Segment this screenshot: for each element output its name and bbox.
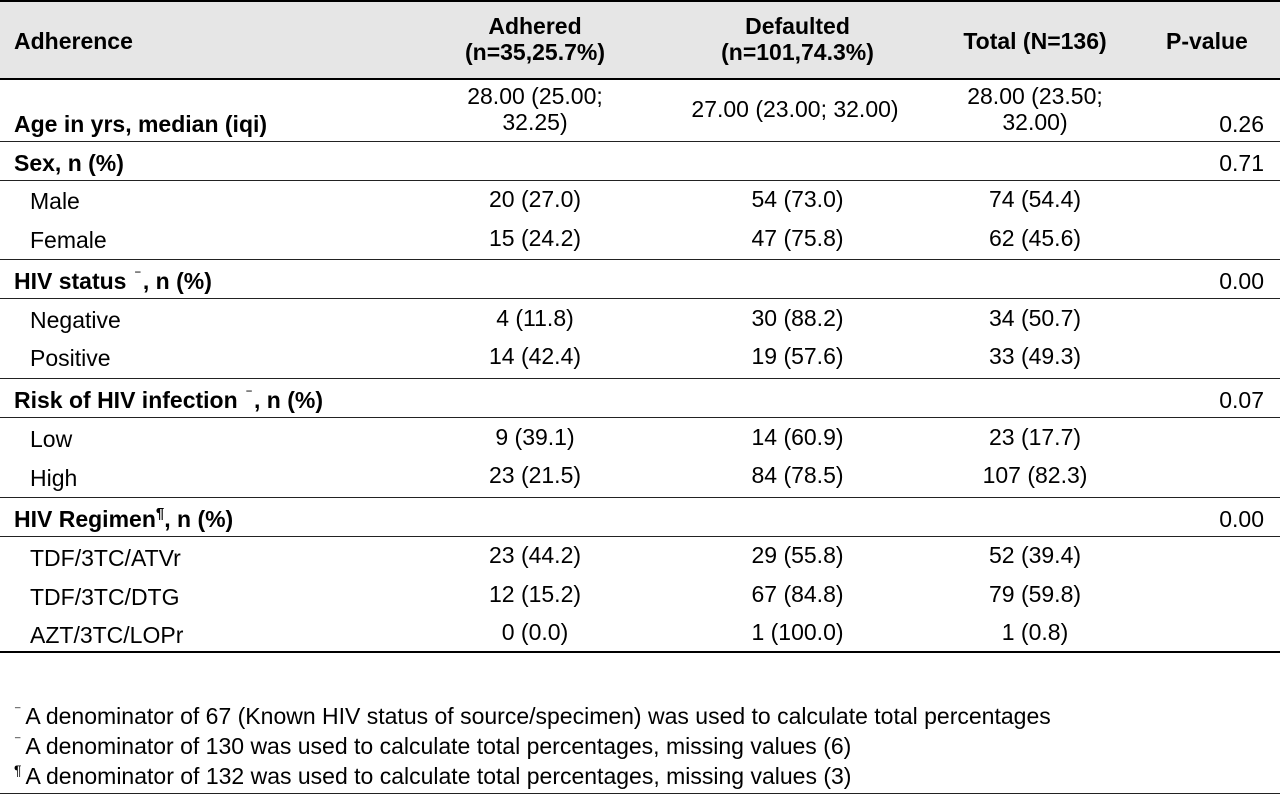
row-label: Negative	[30, 307, 121, 333]
cell-total: 23 (17.7)	[988, 424, 1082, 450]
bottom-rule	[0, 651, 1280, 653]
hiv-status-pvalue: 0.00	[1219, 268, 1264, 294]
cell-total: 1 (0.8)	[1001, 619, 1069, 645]
risk-pvalue: 0.07	[1219, 387, 1264, 413]
row-label: Female	[30, 227, 107, 253]
regimen-label: HIV Regimen¶, n (%)	[14, 505, 234, 532]
footnote-mark: ⁻	[245, 385, 253, 401]
row-rule	[0, 298, 1280, 299]
cell-adhered: 9 (39.1)	[495, 424, 575, 450]
row-label: Male	[30, 188, 80, 214]
row-rule	[0, 180, 1280, 181]
cell-adhered: 15 (24.2)	[488, 225, 582, 251]
row-rule	[0, 378, 1280, 379]
sex-label: Sex, n (%)	[14, 150, 124, 176]
top-rule	[0, 0, 1280, 2]
age-defaulted: 27.00 (23.00; 32.00)	[691, 96, 899, 122]
cell-total: 34 (50.7)	[988, 305, 1082, 331]
header-adhered: Adhered (n=35,25.7%)	[465, 13, 605, 65]
cell-defaulted: 19 (57.6)	[751, 343, 844, 369]
cell-defaulted: 14 (60.9)	[751, 424, 844, 450]
row-rule	[0, 259, 1280, 260]
row-label: Positive	[30, 345, 111, 371]
cell-total: 107 (82.3)	[982, 462, 1088, 488]
header-total: Total (N=136)	[963, 28, 1107, 54]
hiv-status-label: HIV status ⁻, n (%)	[14, 266, 212, 297]
cell-total: 52 (39.4)	[988, 542, 1082, 568]
header-adherence: Adherence	[14, 28, 133, 54]
risk-label: Risk of HIV infection ⁻, n (%)	[14, 385, 323, 416]
regimen-pvalue: 0.00	[1219, 506, 1264, 532]
age-label: Age in yrs, median (iqi)	[14, 111, 268, 137]
footnote-mark: ¶	[155, 505, 165, 522]
cell-defaulted: 54 (73.0)	[751, 186, 844, 212]
row-label: AZT/3TC/LOPr	[30, 622, 184, 648]
cell-adhered: 23 (44.2)	[488, 542, 582, 568]
row-label: High	[30, 465, 78, 491]
cell-adhered: 4 (11.8)	[496, 305, 574, 331]
row-rule	[0, 497, 1280, 498]
cell-total: 79 (59.8)	[988, 581, 1082, 607]
row-rule	[0, 417, 1280, 418]
row-label: TDF/3TC/DTG	[30, 584, 180, 610]
cell-adhered: 23 (21.5)	[488, 462, 582, 488]
footnote: ⁻ A denominator of 67 (Known HIV status o…	[14, 702, 1051, 729]
footnote: ¶ A denominator of 132 was used to calcul…	[14, 762, 852, 789]
cell-defaulted: 67 (84.8)	[751, 581, 844, 607]
header-rule	[0, 78, 1280, 80]
cell-defaulted: 1 (100.0)	[751, 619, 844, 645]
footnote: ⁻ A denominator of 130 was used to calcul…	[14, 732, 852, 759]
header-pvalue: P-value	[1166, 28, 1248, 54]
age-total: 28.00 (23.50; 32.00)	[967, 83, 1103, 135]
table-header-band	[0, 0, 1280, 78]
cell-adhered: 14 (42.4)	[488, 343, 582, 369]
cell-total: 62 (45.6)	[988, 225, 1082, 251]
cell-defaulted: 30 (88.2)	[751, 305, 844, 331]
age-adhered: 28.00 (25.00; 32.25)	[467, 83, 603, 135]
row-rule	[0, 141, 1280, 142]
header-defaulted: Defaulted (n=101,74.3%)	[721, 13, 874, 65]
row-rule	[0, 536, 1280, 537]
cell-defaulted: 29 (55.8)	[751, 542, 844, 568]
sex-pvalue: 0.71	[1219, 150, 1264, 176]
cell-adhered: 12 (15.2)	[488, 581, 582, 607]
cell-adhered: 0 (0.0)	[501, 619, 569, 645]
cell-total: 74 (54.4)	[988, 186, 1082, 212]
footnote-mark: ⁻	[134, 266, 142, 282]
cell-adhered: 20 (27.0)	[488, 186, 582, 212]
cell-defaulted: 84 (78.5)	[751, 462, 844, 488]
row-label: TDF/3TC/ATVr	[30, 545, 181, 571]
row-label: Low	[30, 426, 73, 452]
cell-defaulted: 47 (75.8)	[751, 225, 844, 251]
cell-total: 33 (49.3)	[988, 343, 1082, 369]
age-pvalue: 0.26	[1219, 111, 1264, 137]
